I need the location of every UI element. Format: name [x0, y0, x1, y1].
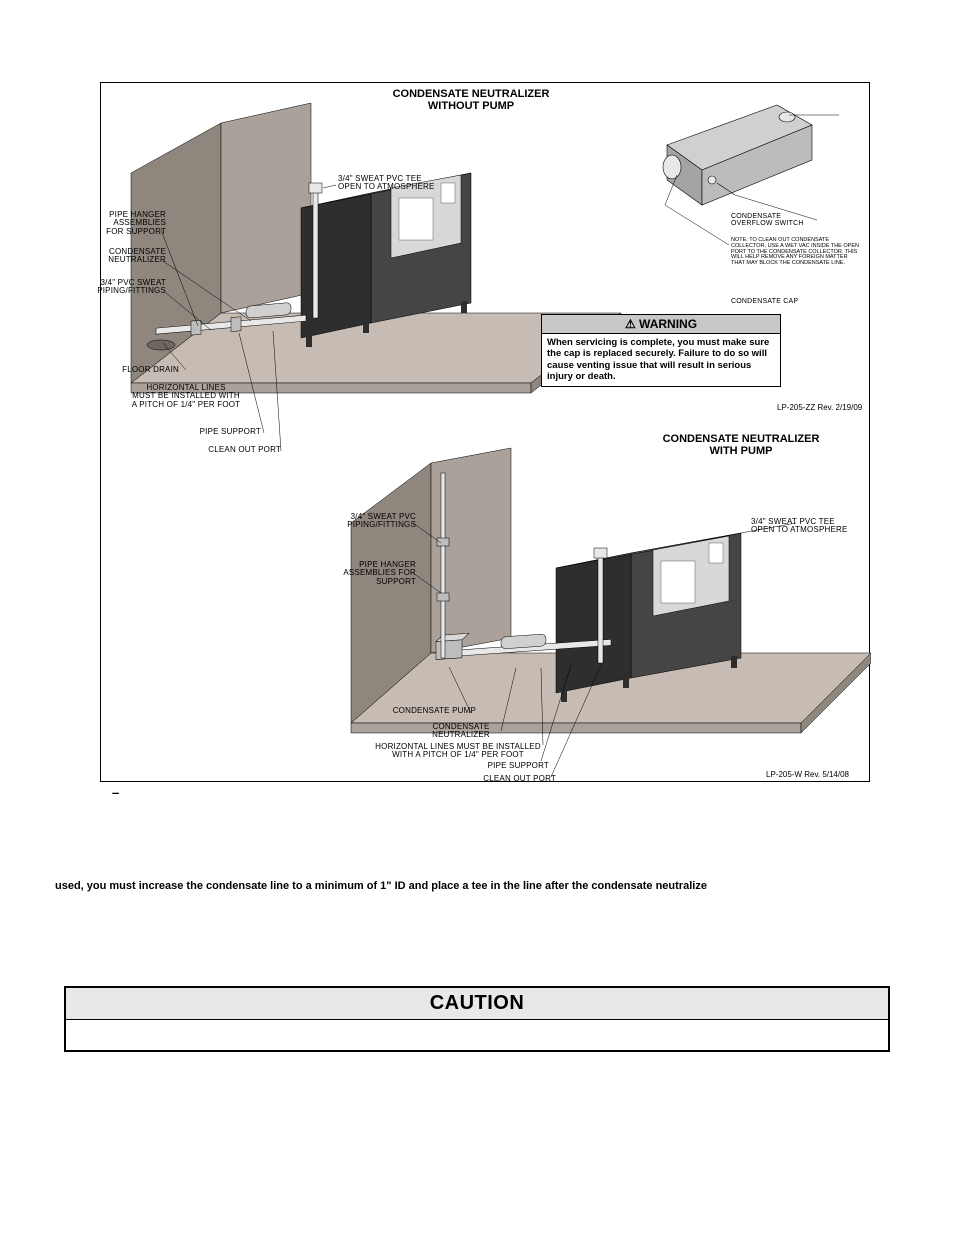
label-horiz-note2: HORIZONTAL LINES MUST BE INSTALLED WITH … — [363, 743, 553, 760]
warning-body: When servicing is complete, you must mak… — [542, 334, 780, 386]
label-horiz-note: HORIZONTAL LINES MUST BE INSTALLED WITH … — [116, 384, 256, 409]
label-sweat-tee: 3/4" SWEAT PVC TEE OPEN TO ATMOSPHERE — [338, 175, 448, 192]
label-pipe-support: PIPE SUPPORT — [181, 428, 261, 436]
label-overflow-switch: CONDENSATE OVERFLOW SWITCH — [731, 213, 821, 228]
label-pipe-support2: PIPE SUPPORT — [464, 762, 549, 770]
diagram-frame: CONDENSATE NEUTRALIZER WITHOUT PUMP PIPE… — [100, 82, 870, 782]
label-clean-out: CLEAN OUT PORT — [181, 446, 281, 454]
label-sweat-tee2: 3/4" SWEAT PVC TEE OPEN TO ATMOSPHERE — [751, 518, 869, 535]
label-cond-cap: CONDENSATE CAP — [731, 298, 831, 305]
label-clean-out2: CLEAN OUT PORT — [461, 775, 556, 783]
label-sweat-piping2: 3/4" SWEAT PVC PIPING/FITTINGS — [326, 513, 416, 530]
label-pvc-sweat: 3/4" PVC SWEAT PIPING/FITTINGS — [86, 279, 166, 296]
warning-header: ⚠ WARNING — [542, 315, 780, 334]
label-floor-drain: FLOOR DRAIN — [99, 366, 179, 374]
label-cond-pump: CONDENSATE PUMP — [366, 707, 476, 715]
title-with-pump: CONDENSATE NEUTRALIZER WITH PUMP — [641, 433, 841, 457]
warning-box: ⚠ WARNING When servicing is complete, yo… — [541, 314, 781, 387]
caution-box: CAUTION — [64, 986, 890, 1052]
label-pipe-hanger: PIPE HANGER ASSEMBLIES FOR SUPPORT — [86, 211, 166, 236]
label-note-clean: NOTE: TO CLEAN OUT CONDENSATE COLLECTOR,… — [731, 238, 859, 267]
rev-top: LP-205-ZZ Rev. 2/19/09 — [777, 403, 862, 412]
label-pipe-hanger2: PIPE HANGER ASSEMBLIES FOR SUPPORT — [326, 561, 416, 586]
main-note-line: used, you must increase the condensate l… — [55, 880, 915, 892]
dash-mark: – — [112, 785, 119, 800]
label-cond-neutralizer2: CONDENSATE NEUTRALIZER — [411, 723, 511, 740]
caution-body — [66, 1020, 888, 1050]
caution-header: CAUTION — [66, 988, 888, 1020]
label-cond-neutralizer: CONDENSATE NEUTRALIZER — [86, 248, 166, 265]
title-without-pump: CONDENSATE NEUTRALIZER WITHOUT PUMP — [371, 88, 571, 112]
rev-bottom: LP-205-W Rev. 5/14/08 — [766, 770, 849, 779]
